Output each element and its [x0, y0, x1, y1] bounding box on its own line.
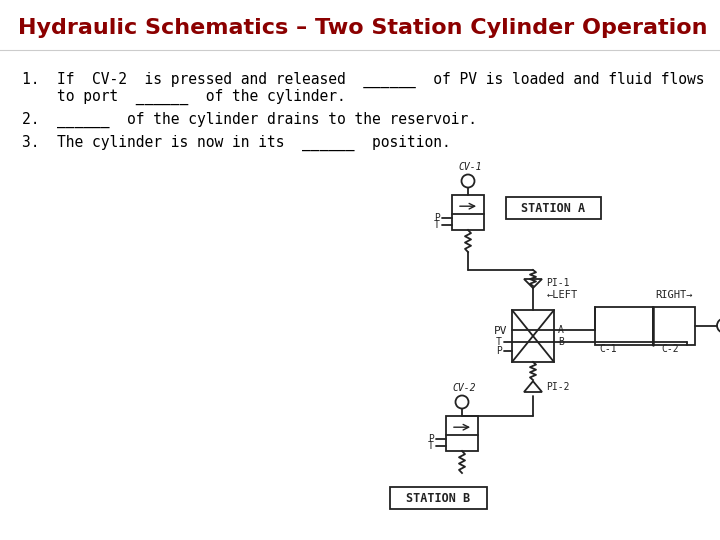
Text: T: T	[428, 441, 434, 451]
Text: T: T	[434, 220, 440, 229]
Bar	[446, 416, 478, 451]
Bar	[452, 195, 484, 230]
Text: T: T	[496, 338, 502, 347]
Text: PI-1: PI-1	[546, 279, 570, 288]
Text: ←LEFT: ←LEFT	[547, 289, 578, 300]
Text: to port  ______  of the cylinder.: to port ______ of the cylinder.	[22, 89, 346, 105]
Bar	[512, 310, 554, 362]
Bar	[595, 307, 653, 345]
Text: CV-2: CV-2	[452, 383, 476, 393]
Text: P: P	[496, 346, 502, 355]
Bar	[506, 197, 601, 219]
Bar	[390, 487, 487, 509]
Text: 2.  ______  of the cylinder drains to the reservoir.: 2. ______ of the cylinder drains to the …	[22, 112, 477, 128]
Text: PV: PV	[493, 326, 507, 336]
Text: PI-2: PI-2	[546, 382, 570, 393]
Text: RIGHT→: RIGHT→	[655, 289, 693, 300]
Bar	[653, 307, 695, 345]
Text: STATION A: STATION A	[521, 201, 585, 214]
Text: C-2: C-2	[661, 343, 679, 354]
Text: C-1: C-1	[599, 343, 616, 354]
Text: CV-1: CV-1	[458, 162, 482, 172]
Text: A: A	[558, 325, 564, 335]
Text: Hydraulic Schematics – Two Station Cylinder Operation: Hydraulic Schematics – Two Station Cylin…	[18, 18, 708, 38]
Text: STATION B: STATION B	[406, 491, 470, 504]
Text: P: P	[434, 213, 440, 224]
Text: 3.  The cylinder is now in its  ______  position.: 3. The cylinder is now in its ______ pos…	[22, 135, 451, 151]
Text: P: P	[428, 435, 434, 444]
Text: B: B	[558, 338, 564, 347]
Text: 1.  If  CV-2  is pressed and released  ______  of PV is loaded and fluid flows: 1. If CV-2 is pressed and released _____…	[22, 72, 704, 88]
